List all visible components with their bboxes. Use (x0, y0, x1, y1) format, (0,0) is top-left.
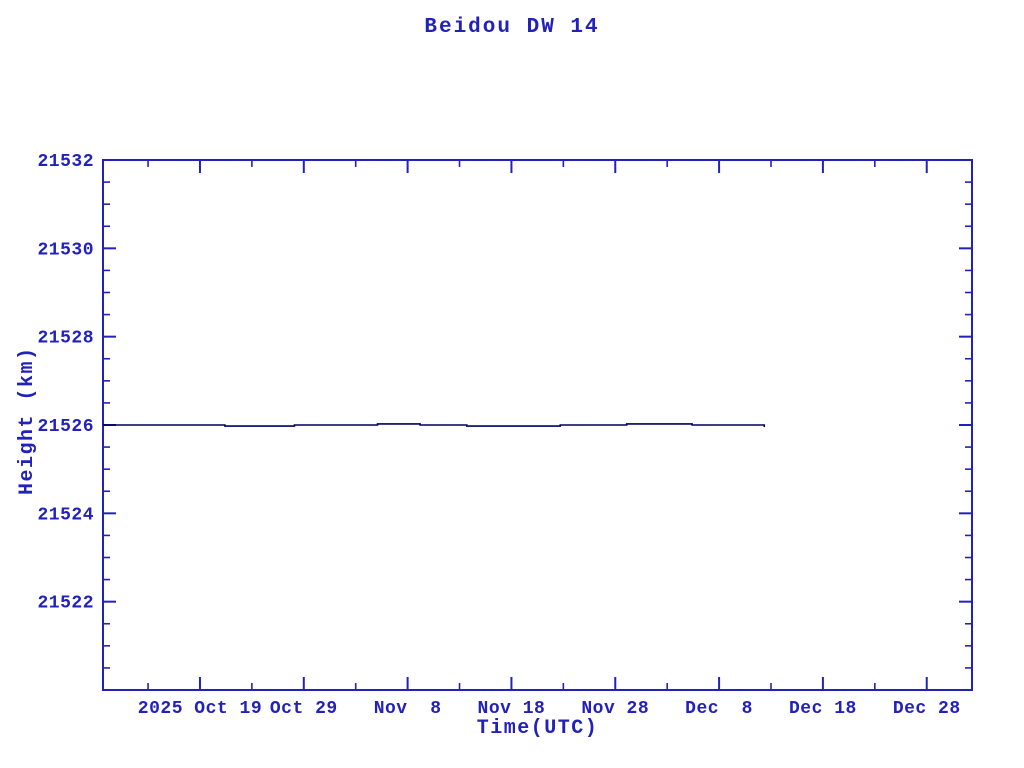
y-tick-label: 21522 (37, 594, 94, 614)
y-tick-label: 21532 (37, 152, 94, 172)
y-tick-label: 21530 (37, 240, 94, 260)
x-tick-label: Dec 8 (685, 699, 753, 719)
y-tick-label: 21526 (37, 417, 94, 437)
axis-frame (102, 159, 973, 691)
height-series-line (103, 423, 766, 427)
x-tick-label: Nov 28 (581, 699, 649, 719)
x-tick-label: Nov 18 (478, 699, 546, 719)
y-tick-label: 21524 (37, 505, 94, 525)
x-tick-label: Oct 29 (270, 699, 338, 719)
chart-title: Beidou DW 14 (424, 16, 600, 39)
x-tick-label: Dec 28 (893, 699, 961, 719)
x-tick-label: Dec 18 (789, 699, 857, 719)
x-tick-label: Nov 8 (374, 699, 442, 719)
x-axis-title: Time(UTC) (476, 717, 599, 740)
y-tick-label: 21528 (37, 329, 94, 349)
x-tick-label: 2025 Oct 19 (138, 699, 262, 719)
